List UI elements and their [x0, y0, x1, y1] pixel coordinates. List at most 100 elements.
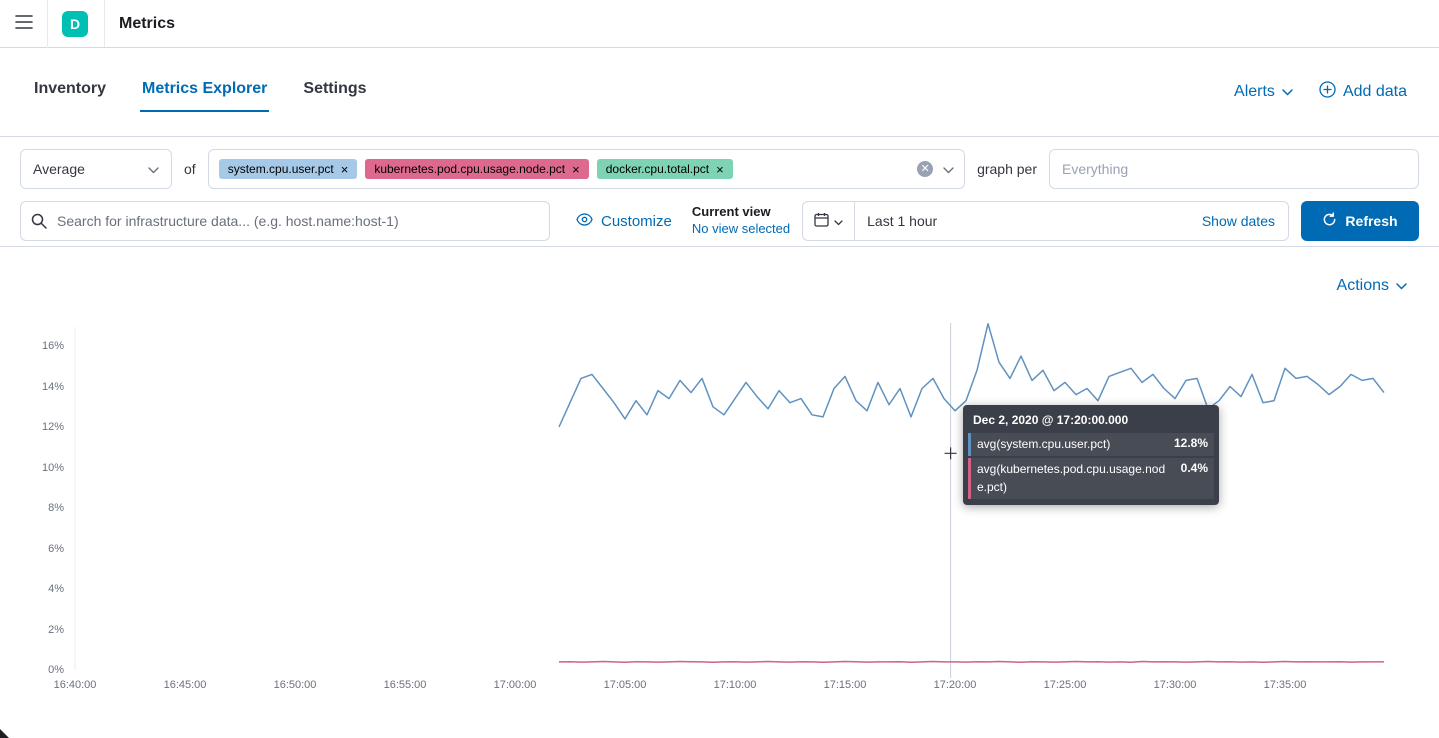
metric-builder-row: Average of system.cpu.user.pct × kubernete… [20, 149, 1419, 189]
header-actions: Alerts Add data [1234, 81, 1407, 103]
corner-artifact [0, 729, 9, 738]
alerts-label: Alerts [1234, 83, 1275, 100]
tooltip-row: avg(kubernetes.pod.cpu.usage.node.pct) 0.… [968, 458, 1214, 500]
x-axis-tick: 16:55:00 [383, 679, 427, 691]
filter-section: Average of system.cpu.user.pct × kubernete… [0, 137, 1439, 247]
refresh-button[interactable]: Refresh [1301, 201, 1419, 241]
x-axis-tick: 16:40:00 [53, 679, 97, 691]
tab-settings[interactable]: Settings [303, 80, 367, 97]
y-axis-tick: 10% [41, 461, 64, 474]
current-view: Current view No view selected [692, 204, 790, 238]
tooltip-row-value: 0.4% [1180, 461, 1208, 476]
tab-bar: Inventory Metrics Explorer Settings Alerts… [0, 48, 1439, 137]
actions-dropdown[interactable]: Actions [1337, 271, 1407, 301]
x-axis-tick: 17:25:00 [1043, 679, 1087, 691]
metric-tag-label: system.cpu.user.pct [227, 162, 334, 176]
chevron-down-icon [148, 161, 159, 177]
tooltip-timestamp: Dec 2, 2020 @ 17:20:00.000 [973, 413, 1129, 427]
chart-tooltip: Dec 2, 2020 @ 17:20:00.000 avg(system.cp… [963, 405, 1219, 506]
x-axis-tick: 17:10:00 [713, 679, 757, 691]
y-axis-tick: 16% [41, 340, 64, 352]
x-axis-tick: 17:35:00 [1263, 679, 1307, 691]
y-axis-tick: 6% [48, 542, 64, 555]
clear-all-icon[interactable]: ✕ [917, 161, 934, 177]
page-title: Metrics [119, 14, 176, 32]
chevron-down-icon [1282, 83, 1293, 101]
top-header: D Metrics [0, 0, 1439, 48]
x-axis-tick: 17:30:00 [1153, 679, 1197, 691]
cursor-crosshair-icon [944, 447, 957, 460]
aggregation-value: Average [33, 161, 85, 177]
plus-circle-icon [1319, 81, 1336, 103]
search-row: Customize Current view No view selected … [20, 201, 1419, 241]
series-line-1 [558, 660, 1384, 664]
refresh-label: Refresh [1345, 213, 1398, 229]
search-box [20, 201, 550, 241]
x-axis-tick: 17:20:00 [933, 679, 977, 691]
search-icon [31, 213, 47, 232]
tooltip-row-label: avg(system.cpu.user.pct) [977, 437, 1111, 451]
add-data-button[interactable]: Add data [1319, 81, 1407, 103]
actions-label: Actions [1336, 277, 1389, 294]
x-axis-tick: 16:45:00 [163, 679, 207, 691]
refresh-icon [1322, 212, 1337, 230]
metrics-combobox[interactable]: system.cpu.user.pct × kubernetes.pod.cpu.u… [207, 149, 966, 189]
x-axis-tick: 17:00:00 [493, 679, 537, 691]
alerts-dropdown[interactable]: Alerts [1234, 83, 1293, 101]
hamburger-icon [14, 14, 33, 33]
chevron-down-icon [1396, 277, 1407, 295]
tooltip-row-value: 12.8% [1173, 436, 1208, 450]
current-view-link[interactable]: No view selected [691, 221, 791, 236]
y-axis-tick: 14% [41, 380, 64, 393]
remove-tag-icon[interactable]: × [716, 161, 724, 177]
tabs: Inventory Metrics Explorer Settings [32, 72, 369, 112]
x-axis-tick: 17:15:00 [823, 679, 867, 691]
show-dates-link[interactable]: Show dates [1201, 213, 1275, 229]
aggregation-select[interactable]: Average [20, 149, 172, 189]
graph-per-input[interactable] [1049, 149, 1419, 189]
space-avatar[interactable]: D [62, 10, 88, 37]
header-divider [104, 0, 105, 47]
chevron-down-icon [834, 213, 843, 229]
customize-button[interactable]: Customize [576, 213, 672, 230]
date-picker: Last 1 hour Show dates [802, 201, 1289, 241]
metric-tags: system.cpu.user.pct × kubernetes.pod.cpu.u… [218, 159, 733, 179]
metric-tag[interactable]: system.cpu.user.pct × [218, 159, 358, 179]
metric-tag[interactable]: docker.cpu.total.pct × [596, 159, 733, 179]
calendar-icon [814, 212, 829, 230]
tab-metrics-explorer[interactable]: Metrics Explorer [140, 72, 270, 112]
search-input[interactable] [20, 201, 550, 241]
x-axis-tick: 16:50:00 [273, 679, 317, 691]
tooltip-row-label: avg(kubernetes.pod.cpu.usage.node.pct) [977, 462, 1166, 494]
chart-section: Actions Dec 2, 2020 @ 17:20:00.000 avg(s… [0, 247, 1439, 708]
tooltip-row: avg(system.cpu.user.pct) 12.8% [968, 433, 1214, 457]
time-range-value[interactable]: Last 1 hour [867, 213, 938, 229]
chevron-down-icon[interactable] [943, 161, 954, 177]
of-label: of [184, 161, 196, 177]
metric-tag-label: kubernetes.pod.cpu.usage.node.pct [374, 162, 566, 176]
customize-label: Customize [601, 212, 672, 230]
metric-tag-label: docker.cpu.total.pct [605, 162, 710, 176]
combobox-controls: ✕ [917, 161, 954, 177]
eye-icon [576, 212, 593, 230]
actions-row: Actions [0, 271, 1439, 301]
menu-button[interactable] [0, 0, 48, 48]
y-axis-tick: 4% [48, 583, 64, 595]
x-axis-tick: 17:05:00 [603, 679, 647, 691]
y-axis-tick: 8% [48, 502, 64, 514]
tooltip-rows: avg(system.cpu.user.pct) 12.8% avg(kuberne… [963, 433, 1219, 500]
y-axis-tick: 0% [48, 664, 64, 676]
add-data-label: Add data [1342, 83, 1407, 100]
graph-per-label: graph per [977, 161, 1037, 177]
y-axis-tick: 2% [48, 623, 64, 636]
tab-inventory[interactable]: Inventory [34, 80, 107, 97]
chart-svg [74, 323, 1385, 678]
current-view-title: Current view [691, 204, 771, 220]
metric-tag[interactable]: kubernetes.pod.cpu.usage.node.pct × [365, 159, 589, 179]
remove-tag-icon[interactable]: × [340, 161, 349, 177]
y-axis-tick: 12% [41, 421, 64, 433]
series-line-0 [558, 323, 1385, 428]
remove-tag-icon[interactable]: × [572, 161, 580, 177]
chart-plot[interactable]: Dec 2, 2020 @ 17:20:00.000 avg(system.cp… [0, 323, 1439, 708]
quick-select-button[interactable] [803, 202, 856, 240]
